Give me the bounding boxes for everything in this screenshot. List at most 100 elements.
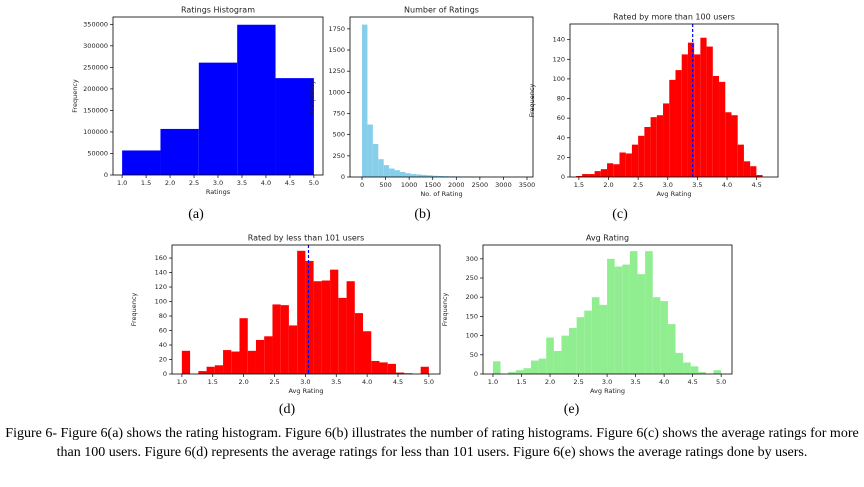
y-tick-label: 140: [553, 36, 565, 44]
x-tick-label: 1.5: [208, 378, 218, 386]
x-tick-label: 5.0: [424, 378, 434, 386]
bar: [737, 144, 744, 177]
x-tick-label: 2.0: [238, 378, 248, 386]
bar: [405, 173, 411, 177]
y-tick-label: 250: [466, 274, 478, 282]
bar: [198, 371, 207, 374]
bar: [122, 150, 161, 175]
axes-frame: [482, 244, 733, 375]
x-axis-label: Avg Rating: [288, 387, 323, 395]
bar: [280, 305, 289, 374]
axes-frame: [171, 244, 441, 375]
y-tick-label: 50: [470, 351, 478, 359]
y-tick-label: 200000: [83, 85, 108, 93]
y-tick-label: 750: [333, 110, 345, 118]
x-tick-label: 3.0: [663, 181, 673, 189]
bar: [712, 75, 720, 177]
y-tick-label: 200: [466, 293, 478, 301]
axes-frame: [569, 23, 779, 178]
chart-title: Rated by less than 101 users: [248, 234, 365, 243]
y-tick-label: 1750: [328, 25, 345, 33]
bar: [416, 174, 422, 177]
y-tick-label: 250000: [83, 63, 108, 71]
bar: [247, 350, 256, 374]
bar: [330, 269, 339, 374]
x-tick-label: 3.0: [300, 378, 310, 386]
bar: [206, 366, 215, 374]
x-tick-label: 3000: [495, 181, 512, 189]
x-tick-label: 1.0: [117, 179, 127, 187]
y-tick-label: 20: [557, 153, 565, 161]
x-axis-label: No. of Rating: [420, 190, 462, 198]
y-axis-label: Frequency: [308, 80, 316, 114]
x-tick-label: 1.0: [488, 378, 498, 386]
y-tick-label: 40: [557, 134, 565, 142]
bar: [669, 79, 676, 177]
y-tick-label: 60: [159, 327, 167, 335]
bar: [346, 281, 355, 374]
bar: [622, 264, 630, 374]
bar: [607, 163, 614, 177]
x-tick-label: 500: [379, 181, 391, 189]
y-tick-label: 100: [155, 298, 167, 306]
x-tick-label: 3.5: [630, 378, 640, 386]
y-tick-label: 0: [561, 173, 565, 181]
bar: [288, 325, 298, 374]
bar: [160, 128, 199, 175]
bar: [372, 143, 379, 177]
bar: [297, 250, 306, 374]
chart-title: Avg Rating: [586, 234, 629, 243]
bar: [387, 363, 396, 374]
plot-area: [350, 17, 533, 177]
bar: [538, 358, 547, 374]
bar: [371, 360, 380, 374]
bar: [362, 331, 372, 374]
x-tick-label: 2.5: [633, 181, 643, 189]
y-tick-label: 1250: [328, 67, 345, 75]
bar: [725, 112, 732, 177]
x-tick-label: 4.0: [722, 181, 732, 189]
bar: [561, 335, 570, 374]
y-tick-label: 0: [341, 173, 345, 181]
bar: [681, 54, 688, 177]
y-tick-label: 250: [333, 152, 345, 160]
bar: [675, 70, 682, 177]
y-axis-label: Frequency: [528, 84, 536, 118]
y-tick-label: 120: [155, 283, 167, 291]
x-tick-label: 2.5: [573, 378, 583, 386]
bar: [599, 304, 608, 374]
bar: [667, 324, 676, 374]
y-tick-label: 160: [155, 254, 167, 262]
x-tick-label: 2.5: [189, 179, 199, 187]
x-tick-label: 2.0: [603, 181, 613, 189]
bar: [591, 297, 600, 374]
bar: [237, 24, 276, 176]
x-tick-label: 3.0: [602, 378, 612, 386]
bar: [675, 352, 684, 374]
bar: [756, 175, 763, 177]
y-tick-label: 350000: [83, 20, 108, 28]
bar: [420, 366, 429, 374]
x-axis-label: Avg Rating: [590, 387, 625, 395]
y-tick-label: 150: [466, 312, 478, 320]
bar: [650, 117, 657, 177]
y-tick-label: 100: [553, 75, 565, 83]
panel-label: (e): [564, 402, 580, 417]
bar: [663, 103, 670, 177]
bar: [239, 318, 248, 374]
y-tick-label: 80: [159, 312, 167, 320]
bar: [687, 42, 695, 178]
bar: [231, 351, 240, 374]
y-tick-label: 60: [557, 114, 565, 122]
x-tick-label: 1000: [401, 181, 418, 189]
bar: [594, 171, 601, 177]
bar: [652, 297, 661, 374]
y-tick-label: 100: [466, 332, 478, 340]
bar: [255, 339, 265, 374]
y-tick-label: 0: [474, 370, 478, 378]
x-tick-label: 3.5: [237, 179, 247, 187]
bar: [600, 169, 608, 177]
y-axis-label: Frequency: [441, 293, 449, 327]
y-tick-label: 1000: [328, 88, 345, 96]
bar: [389, 168, 395, 177]
